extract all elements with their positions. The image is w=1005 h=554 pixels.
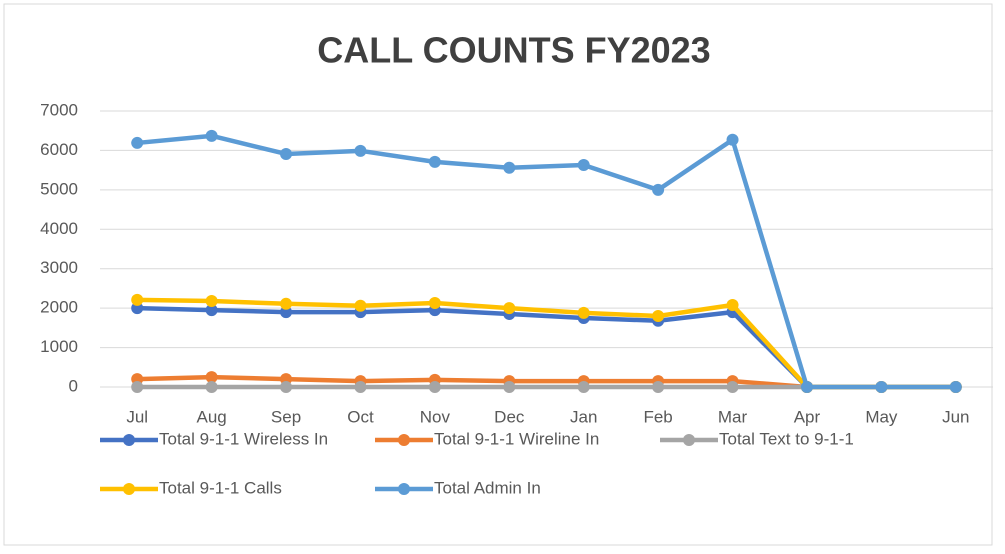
data-point (726, 381, 739, 393)
x-tick-label: Jan (570, 407, 597, 426)
x-tick-label: Feb (643, 407, 672, 426)
x-tick-label: Jun (942, 407, 969, 426)
data-point (205, 371, 218, 384)
data-point (428, 155, 441, 168)
data-point (131, 302, 144, 315)
legend-label: Total 9-1-1 Wireless In (159, 429, 328, 448)
legend-label: Total Admin In (434, 478, 541, 497)
data-point (280, 381, 293, 393)
data-point (503, 161, 516, 174)
data-point (205, 381, 218, 393)
data-point (577, 159, 590, 172)
x-tick-label: Nov (420, 407, 451, 426)
data-point (428, 297, 441, 310)
y-tick-label: 6000 (40, 140, 78, 159)
legend-marker (398, 434, 410, 446)
data-point (652, 381, 665, 393)
data-point (205, 295, 218, 308)
data-point (503, 381, 516, 393)
series-line (136, 133, 956, 390)
data-point (652, 310, 665, 323)
data-point (205, 304, 218, 317)
data-point (875, 381, 888, 393)
data-point (577, 306, 590, 319)
data-point (280, 147, 293, 160)
data-point (726, 133, 739, 146)
chart-title: CALL COUNTS FY2023 (317, 30, 710, 71)
data-point (354, 381, 367, 393)
data-point (205, 129, 218, 142)
x-tick-label: Jul (126, 407, 148, 426)
data-point (726, 298, 739, 311)
x-tick-label: May (865, 407, 898, 426)
y-tick-label: 1000 (40, 337, 78, 356)
legend-marker (683, 434, 695, 446)
y-tick-label: 2000 (40, 298, 78, 317)
data-point (131, 293, 144, 306)
data-point (280, 306, 293, 319)
x-tick-label: Apr (794, 407, 821, 426)
data-point (428, 381, 441, 393)
legend-marker (123, 483, 135, 495)
y-tick-label: 7000 (40, 100, 78, 119)
y-tick-label: 4000 (40, 219, 78, 238)
data-point (354, 299, 367, 312)
x-tick-label: Dec (494, 407, 525, 426)
y-tick-label: 0 (69, 376, 78, 395)
data-point (577, 381, 590, 393)
x-tick-label: Aug (197, 407, 227, 426)
data-point (949, 381, 962, 393)
data-point (131, 381, 144, 393)
data-point (131, 136, 144, 149)
x-tick-label: Oct (347, 407, 374, 426)
data-point (354, 144, 367, 157)
legend-label: Total 9-1-1 Calls (159, 478, 282, 497)
legend-label: Total 9-1-1 Wireline In (434, 429, 599, 448)
legend-label: Total Text to 9-1-1 (719, 429, 854, 448)
chart-border (3, 3, 993, 546)
y-tick-label: 3000 (40, 258, 78, 277)
legend-marker (123, 434, 135, 446)
legend-marker (398, 483, 410, 495)
data-point (652, 183, 665, 196)
data-point (800, 381, 813, 393)
data-point (503, 302, 516, 315)
x-tick-label: Mar (718, 407, 748, 426)
y-tick-label: 5000 (40, 179, 78, 198)
data-point (280, 297, 293, 310)
x-tick-label: Sep (271, 407, 301, 426)
